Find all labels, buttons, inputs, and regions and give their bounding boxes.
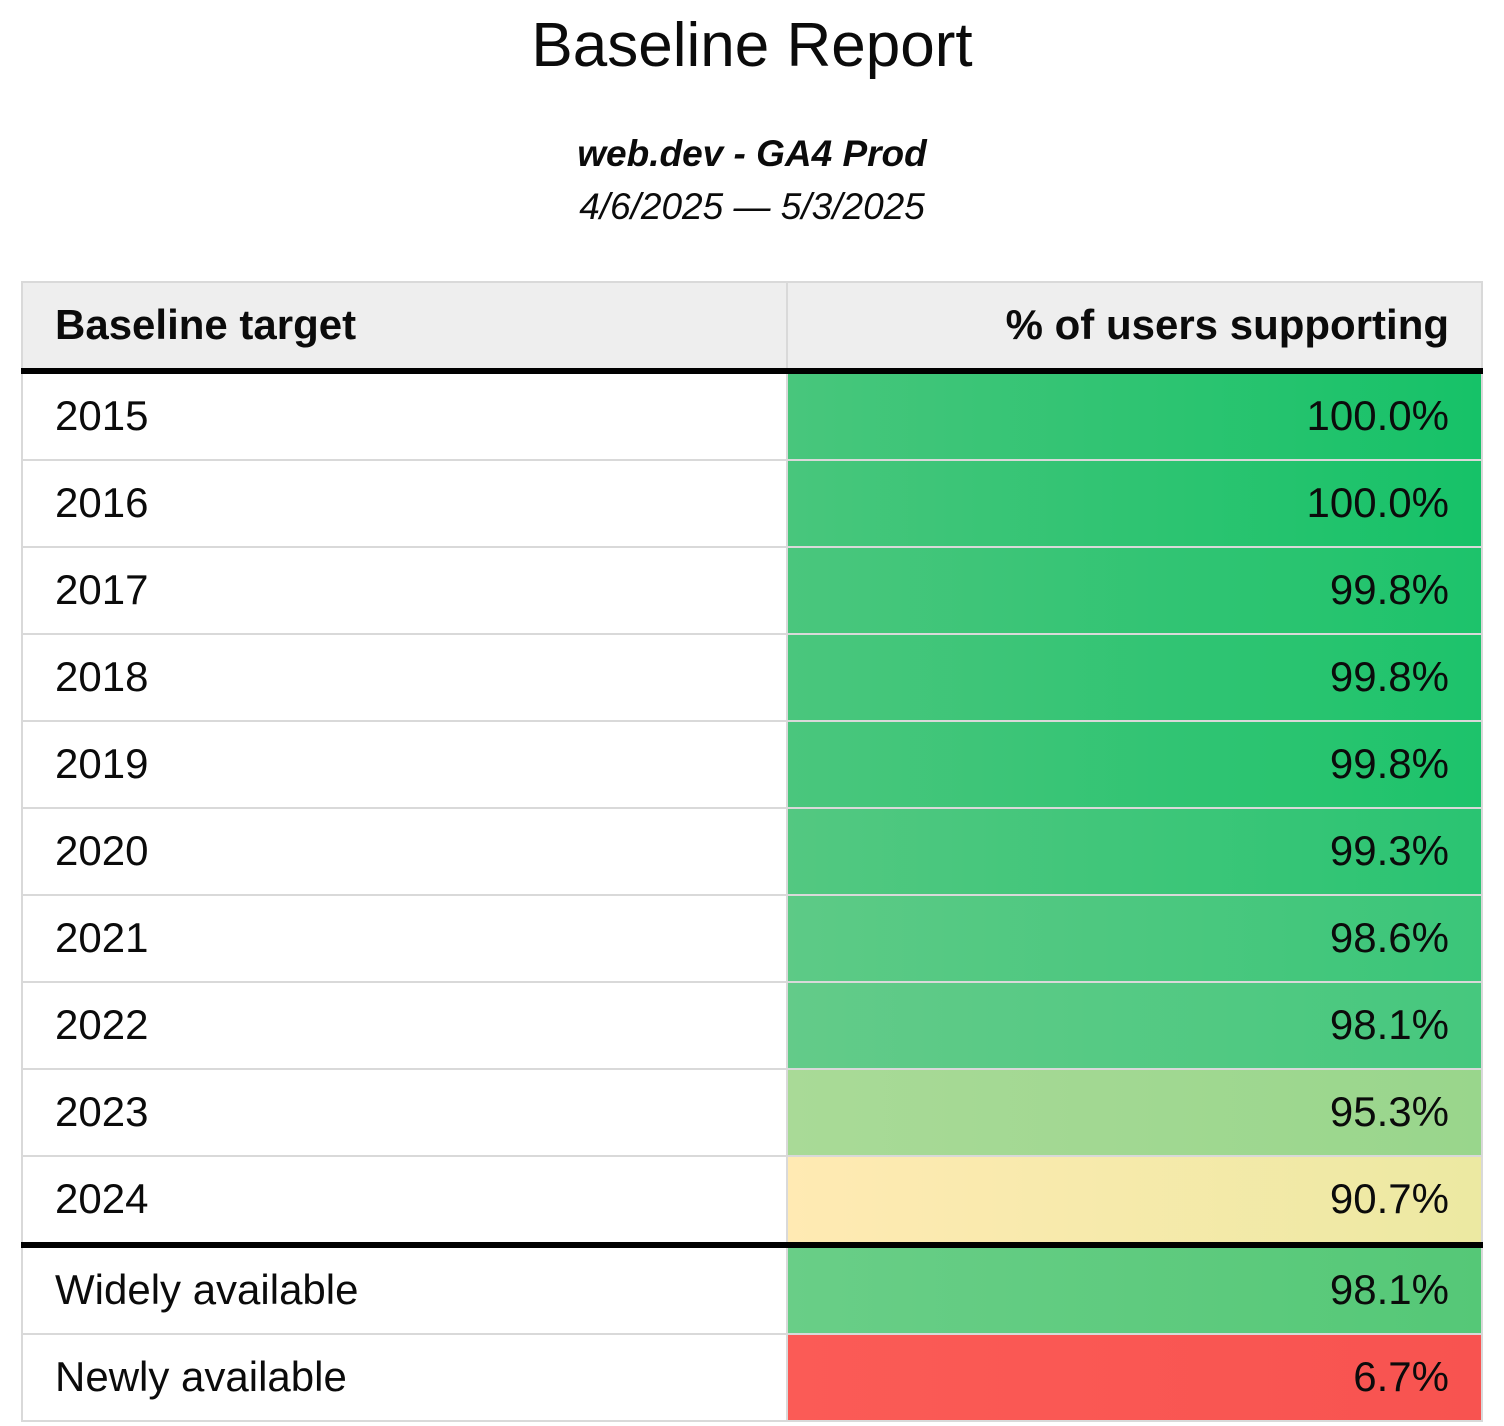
table-row: 2018 99.8%: [21, 632, 1483, 722]
baseline-target-cell: 2015: [21, 369, 788, 461]
baseline-target-cell: 2022: [21, 980, 788, 1070]
table-header-row: Baseline target % of users supporting: [21, 280, 1483, 374]
baseline-target-cell: 2021: [21, 893, 788, 983]
baseline-target-cell: 2020: [21, 806, 788, 896]
baseline-target-cell: 2016: [21, 458, 788, 548]
percent-cell: 100.0%: [786, 458, 1483, 548]
percent-cell: 95.3%: [786, 1067, 1483, 1157]
percent-cell: 98.1%: [786, 1241, 1483, 1335]
percent-cell: 99.8%: [786, 719, 1483, 809]
baseline-target-cell: Newly available: [21, 1332, 788, 1422]
baseline-target-cell: Widely available: [21, 1241, 788, 1335]
percent-cell: 98.6%: [786, 893, 1483, 983]
baseline-report-page: Baseline Report web.dev - GA4 Prod 4/6/2…: [0, 11, 1504, 1422]
report-date-range: 4/6/2025 — 5/3/2025: [579, 185, 925, 227]
table-row: 2016 100.0%: [21, 458, 1483, 548]
table-row: 2020 99.3%: [21, 806, 1483, 896]
table-row: 2019 99.8%: [21, 719, 1483, 809]
table-row: 2023 95.3%: [21, 1067, 1483, 1157]
percent-cell: 99.8%: [786, 632, 1483, 722]
report-property: web.dev - GA4 Prod: [577, 133, 927, 175]
baseline-table: Baseline target % of users supporting 20…: [21, 280, 1483, 1422]
table-row: 2021 98.6%: [21, 893, 1483, 983]
percent-cell: 90.7%: [786, 1154, 1483, 1246]
table-row: 2015 100.0%: [21, 369, 1483, 461]
table-row: Newly available 6.7%: [21, 1332, 1483, 1422]
table-row: 2024 90.7%: [21, 1154, 1483, 1246]
page-title: Baseline Report: [531, 11, 973, 80]
percent-cell: 100.0%: [786, 369, 1483, 461]
table-row: 2022 98.1%: [21, 980, 1483, 1070]
header-percent-supporting: % of users supporting: [786, 280, 1483, 374]
table-row: 2017 99.8%: [21, 545, 1483, 635]
baseline-target-cell: 2024: [21, 1154, 788, 1246]
percent-cell: 98.1%: [786, 980, 1483, 1070]
baseline-target-cell: 2017: [21, 545, 788, 635]
percent-cell: 99.8%: [786, 545, 1483, 635]
header-baseline-target: Baseline target: [21, 280, 788, 374]
percent-cell: 6.7%: [786, 1332, 1483, 1422]
table-row: Widely available 98.1%: [21, 1241, 1483, 1335]
percent-cell: 99.3%: [786, 806, 1483, 896]
baseline-target-cell: 2023: [21, 1067, 788, 1157]
baseline-target-cell: 2019: [21, 719, 788, 809]
baseline-target-cell: 2018: [21, 632, 788, 722]
